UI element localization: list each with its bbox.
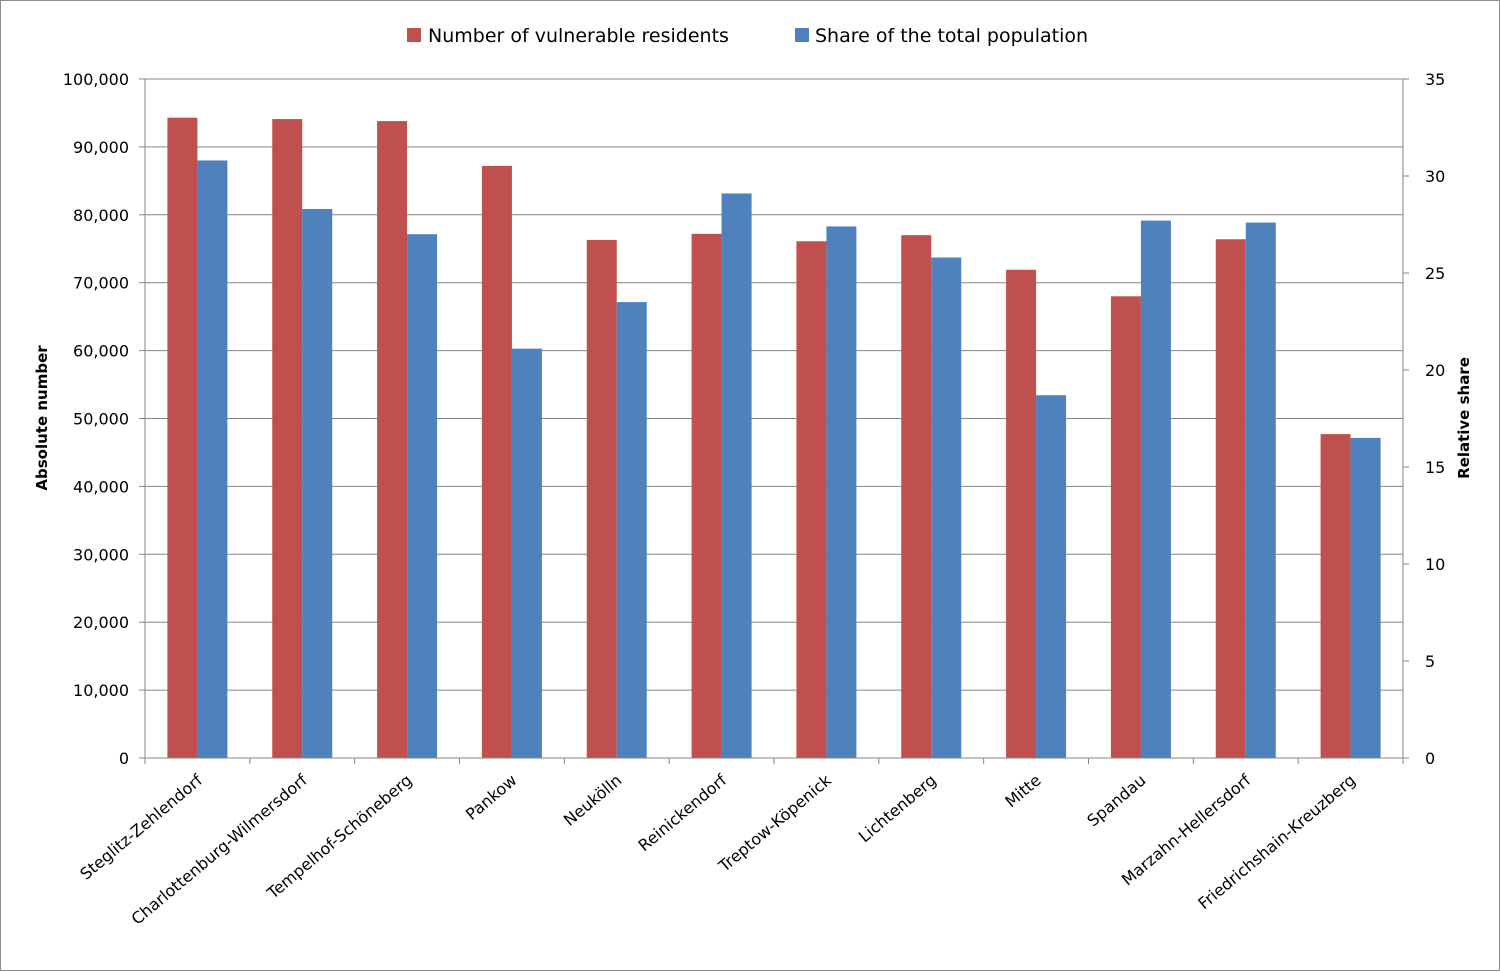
y-tick-label-left: 60,000 [73,342,129,361]
legend-label-residents: Number of vulnerable residents [428,25,729,47]
x-tick-label: Mitte [1001,771,1044,812]
bar-residents-2 [377,121,408,758]
bar-share-4 [616,302,647,758]
y-tick-label-left: 90,000 [73,138,129,157]
bar-residents-6 [796,241,827,758]
x-tick-label: Charlottenburg-Wilmersdorf [128,770,311,928]
bar-residents-3 [481,165,512,759]
y-tick-label-left: 80,000 [73,206,129,225]
bar-share-2 [407,234,438,758]
bar-share-3 [511,348,542,758]
bar-share-11 [1350,437,1381,758]
y-tick-label-right: 15 [1425,458,1445,477]
bar-share-1 [302,208,333,759]
y-tick-label-left: 40,000 [73,477,129,496]
bar-share-0 [197,160,228,759]
y-tick-label-right: 0 [1425,749,1435,768]
bar-residents-0 [167,117,198,758]
legend: Number of vulnerable residents Share of … [407,25,1088,47]
x-tick-label: Treptow-Köpenick [714,770,835,876]
y-tick-label-left: 0 [119,749,129,768]
bar-residents-9 [1110,296,1141,758]
y-tick-label-right: 5 [1425,652,1435,671]
y-tick-label-left: 20,000 [73,613,129,632]
y-tick-label-left: 30,000 [73,545,129,564]
bar-share-7 [931,257,962,758]
bar-residents-4 [586,239,617,759]
bar-share-6 [826,226,857,758]
y-tick-label-right: 35 [1425,70,1445,89]
bar-share-8 [1036,395,1067,758]
x-tick-label: Pankow [462,771,521,824]
y-tick-label-right: 10 [1425,555,1445,574]
y-axis-title-right: Relative share [1455,357,1473,479]
legend-swatch-red [407,28,421,42]
bar-residents-5 [691,233,722,758]
bar-residents-7 [901,235,932,759]
bar-residents-11 [1320,434,1351,758]
y-tick-label-left: 50,000 [73,410,129,429]
y-tick-label-right: 30 [1425,167,1445,186]
bar-share-5 [721,193,752,758]
x-tick-label: Reinickendorf [635,770,731,855]
x-tick-label: Spandau [1083,771,1149,831]
bar-share-9 [1140,220,1171,758]
y-tick-label-right: 25 [1425,264,1445,283]
y-axis-title-left: Absolute number [33,345,51,491]
y-tick-label-left: 100,000 [63,70,129,89]
y-tick-label-right: 20 [1425,361,1445,380]
bar-residents-10 [1215,239,1246,758]
bar-residents-1 [272,119,303,759]
x-tick-label: Lichtenberg [855,771,940,847]
legend-label-share: Share of the total population [815,25,1088,47]
y-tick-label-left: 70,000 [73,274,129,293]
legend-swatch-blue [795,28,809,42]
bar-share-10 [1245,222,1276,758]
y-tick-label-left: 10,000 [73,681,129,700]
bar-residents-8 [1006,269,1037,758]
x-tick-label: Neukölln [560,771,625,830]
